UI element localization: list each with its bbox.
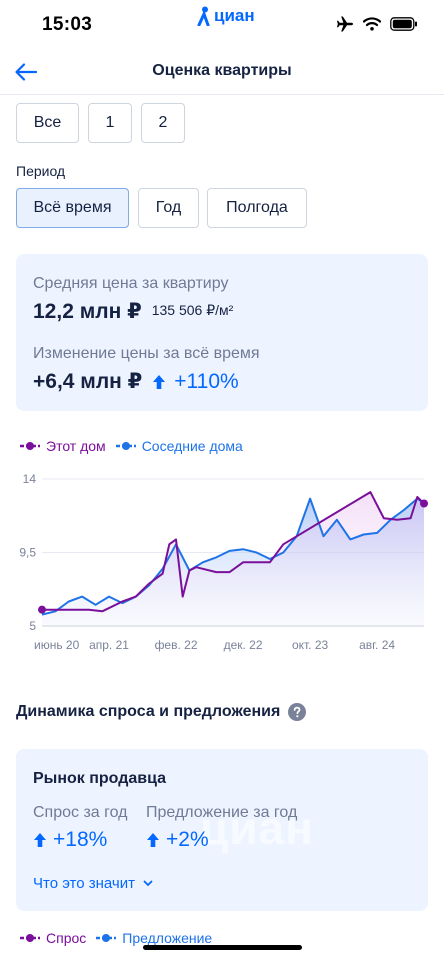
home-indicator: [143, 945, 302, 950]
price-change-pct: +110%: [174, 369, 239, 393]
market-card: циан Рынок продавца Спрос за год +18% Пр…: [16, 749, 428, 911]
rooms-filter-1[interactable]: 1: [88, 103, 132, 143]
legend-this-house[interactable]: Этот дом: [20, 438, 106, 454]
legend-nearby[interactable]: Соседние дома: [115, 438, 243, 454]
legend-supply-label: Предложение: [122, 930, 213, 946]
period-label: Период: [16, 163, 66, 179]
rooms-filter-2[interactable]: 2: [141, 103, 185, 143]
chart-xtick-label: фев. 22: [155, 638, 198, 652]
arrow-up-icon: [153, 374, 166, 389]
status-icons: [336, 16, 418, 32]
legend-this-house-label: Этот дом: [46, 438, 106, 454]
this-house-area: [42, 492, 424, 626]
demand-row: +18%: [33, 828, 107, 852]
airplane-icon: [337, 16, 353, 32]
chart-ytick-label: 9,5: [19, 546, 36, 560]
this-house-start-point: [38, 605, 46, 614]
nav-bar: Оценка квартиры: [0, 50, 444, 95]
price-chart: 14 9,5 5 июнь 20 апр. 21 фев. 22 дек. 22 окт. …: [19, 472, 428, 652]
brand-logo: циан: [196, 4, 255, 28]
price-change-abs: +6,4 млн ₽: [33, 370, 143, 393]
period-all-time[interactable]: Всё время: [16, 188, 129, 228]
demand-arrow-up-icon: [34, 833, 46, 847]
avg-price-value: 12,2 млн ₽: [33, 300, 142, 323]
brand-name: циан: [214, 6, 255, 25]
supply-label: Предложение за год: [146, 804, 298, 821]
chart-xtick-label: окт. 23: [292, 638, 329, 652]
market-section-title: Динамика спроса и предложения: [16, 703, 307, 721]
avg-price-label: Средняя цена за квартиру: [33, 275, 229, 292]
market-section-title-text: Динамика спроса и предложения: [16, 703, 281, 720]
status-bar: 15:03 циан: [0, 0, 444, 50]
legend-this-house-marker: [20, 442, 40, 450]
market-card-title: Рынок продавца: [33, 770, 167, 787]
legend-supply-marker: [96, 934, 117, 942]
rooms-filter-all[interactable]: Все: [16, 103, 79, 143]
supply-arrow-up-icon: [147, 833, 159, 847]
page-title: Оценка квартиры: [152, 62, 292, 79]
chart-xtick-label: апр. 21: [89, 638, 129, 652]
status-time: 15:03: [42, 14, 93, 35]
cian-watermark: циан: [200, 802, 314, 854]
period-year[interactable]: Год: [138, 188, 199, 228]
chevron-down-icon: [143, 880, 153, 887]
legend-demand-label: Спрос: [46, 930, 87, 946]
back-button[interactable]: [10, 57, 42, 87]
legend-demand[interactable]: Спрос: [20, 930, 86, 946]
what-it-means-text: Что это значит: [33, 875, 135, 892]
supply-row: +2%: [146, 828, 209, 852]
price-stats-card: Средняя цена за квартиру 12,2 млн ₽ 135 …: [16, 254, 428, 411]
demand-label: Спрос за год: [33, 804, 128, 821]
battery-icon: [390, 17, 417, 31]
what-it-means-link[interactable]: Что это значит: [33, 875, 153, 892]
period-half-year[interactable]: Полгода: [207, 188, 307, 228]
chart-xtick-label: дек. 22: [224, 638, 263, 652]
this-house-end-point: [420, 499, 428, 508]
price-per-m2: 135 506 ₽/м²: [151, 302, 234, 318]
legend-nearby-marker: [115, 442, 136, 450]
this-house-line: [42, 491, 425, 613]
nearby-line: [41, 497, 425, 616]
arrow-left-icon: [15, 63, 38, 81]
supply-value: +2%: [166, 828, 209, 851]
chart-ytick-label: 14: [23, 472, 37, 486]
brand-person-icon: [197, 6, 210, 26]
avg-price-row: 12,2 млн ₽ 135 506 ₽/м²: [33, 299, 233, 324]
help-icon[interactable]: [288, 703, 307, 721]
price-change-label: Изменение цены за всё время: [33, 345, 260, 362]
chart-legend: Этот дом Соседние дома: [20, 438, 253, 454]
wifi-icon: [363, 17, 381, 31]
chart-ytick-label: 5: [29, 619, 36, 633]
legend-nearby-label: Соседние дома: [141, 438, 243, 454]
legend-supply[interactable]: Предложение: [96, 930, 212, 946]
market-legend: Спрос Предложение: [20, 930, 222, 946]
chart-xtick-label: авг. 24: [359, 638, 395, 652]
price-change-row: +6,4 млн ₽ +110%: [33, 369, 239, 394]
legend-demand-marker: [20, 934, 40, 942]
demand-value: +18%: [53, 828, 108, 851]
chart-xtick-label: июнь 20: [34, 638, 80, 652]
